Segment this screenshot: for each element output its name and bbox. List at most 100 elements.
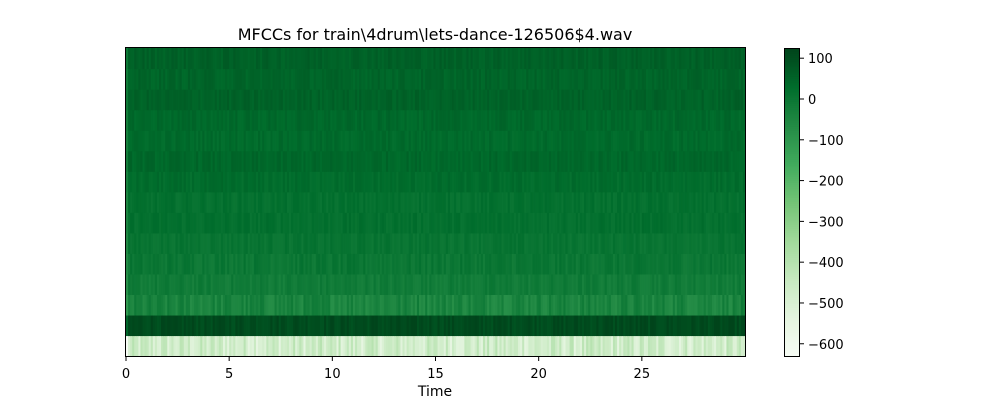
heatmap-cell: [367, 89, 371, 111]
heatmap-cell: [369, 273, 373, 295]
heatmap-cell: [711, 335, 715, 357]
heatmap-cell: [369, 48, 373, 70]
heatmap-cell: [662, 109, 666, 131]
heatmap-cell: [245, 335, 249, 357]
heatmap-cell: [439, 212, 443, 234]
heatmap-cell: [253, 48, 257, 70]
heatmap-cell: [192, 191, 195, 213]
heatmap-cell: [586, 48, 589, 70]
heatmap-cell: [204, 232, 208, 254]
heatmap-cell: [476, 335, 480, 357]
heatmap-cell: [458, 253, 461, 275]
heatmap-cell: [284, 130, 288, 152]
heatmap-cell: [470, 191, 474, 213]
heatmap-cell: [233, 314, 236, 337]
heatmap-cell: [617, 89, 620, 111]
heatmap-cell: [225, 232, 228, 254]
heatmap-cell: [619, 89, 622, 111]
heatmap-cell: [291, 130, 294, 152]
heatmap-cell: [433, 109, 437, 131]
heatmap-cell: [171, 171, 175, 193]
heatmap-cell: [220, 109, 224, 131]
colorbar-segment: [784, 332, 799, 336]
heatmap-cell: [253, 273, 257, 295]
colorbar-segment: [784, 257, 799, 261]
heatmap-cell: [196, 212, 199, 234]
heatmap-cell: [538, 89, 542, 111]
heatmap-cell: [697, 253, 701, 275]
heatmap-cell: [610, 335, 614, 357]
heatmap-cell: [348, 130, 352, 152]
heatmap-cell: [487, 150, 490, 172]
heatmap-cell: [495, 48, 498, 70]
heatmap-cell: [635, 294, 639, 316]
heatmap-cell: [423, 191, 426, 213]
heatmap-cell: [144, 109, 148, 131]
heatmap-cell: [429, 191, 432, 213]
heatmap-cell: [247, 273, 251, 295]
heatmap-cell: [615, 48, 618, 70]
heatmap-cell: [703, 150, 707, 172]
heatmap-cell: [328, 273, 331, 295]
heatmap-cell: [418, 253, 422, 275]
heatmap-cell: [627, 212, 631, 234]
heatmap-cell: [447, 171, 451, 193]
heatmap-cell: [142, 89, 146, 111]
heatmap-cell: [584, 89, 587, 111]
heatmap-cell: [485, 294, 488, 316]
heatmap-cell: [650, 109, 653, 131]
heatmap-cell: [689, 130, 692, 152]
heatmap-cell: [348, 150, 352, 172]
heatmap-cell: [740, 68, 744, 90]
heatmap-cell: [270, 109, 274, 131]
heatmap-cell: [249, 130, 253, 152]
heatmap-cell: [738, 171, 742, 193]
heatmap-cell: [615, 171, 618, 193]
heatmap-cell: [681, 294, 684, 316]
heatmap-cell: [600, 314, 604, 337]
heatmap-cell: [610, 68, 614, 90]
heatmap-cell: [674, 68, 678, 90]
heatmap-cell: [683, 109, 686, 131]
heatmap-cell: [532, 232, 536, 254]
heatmap-cell: [128, 212, 131, 234]
heatmap-cell: [355, 130, 358, 152]
heatmap-cell: [340, 171, 344, 193]
heatmap-cell: [179, 232, 183, 254]
heatmap-cell: [414, 232, 418, 254]
heatmap-cell: [152, 171, 156, 193]
heatmap-cell: [443, 171, 447, 193]
heatmap-cell: [555, 109, 558, 131]
heatmap-cell: [233, 232, 236, 254]
heatmap-cell: [319, 89, 323, 111]
heatmap-cell: [565, 109, 569, 131]
heatmap-cell: [629, 232, 633, 254]
heatmap-cell: [301, 335, 305, 357]
heatmap-cell: [485, 48, 488, 70]
heatmap-cell: [668, 273, 672, 295]
heatmap-cell: [650, 232, 653, 254]
heatmap-cell: [299, 294, 302, 316]
heatmap-cell: [732, 294, 736, 316]
heatmap-cell: [214, 150, 218, 172]
heatmap-cell: [660, 335, 664, 357]
heatmap-cell: [586, 253, 589, 275]
heatmap-cell: [528, 130, 532, 152]
heatmap-cell: [301, 212, 305, 234]
heatmap-cell: [730, 130, 734, 152]
heatmap-cell: [134, 253, 137, 275]
heatmap-cell: [249, 273, 253, 295]
heatmap-cell: [249, 191, 253, 213]
heatmap-cell: [722, 48, 725, 70]
heatmap-cell: [695, 109, 699, 131]
heatmap-cell: [416, 68, 420, 90]
heatmap-cell: [187, 294, 191, 316]
heatmap-cell: [672, 68, 676, 90]
heatmap-cell: [326, 253, 329, 275]
heatmap-cell: [379, 109, 383, 131]
heatmap-cell: [212, 68, 216, 90]
heatmap-cell: [513, 335, 517, 357]
heatmap-cell: [617, 314, 620, 337]
heatmap-cell: [363, 273, 366, 295]
colorbar-segment: [784, 111, 799, 115]
